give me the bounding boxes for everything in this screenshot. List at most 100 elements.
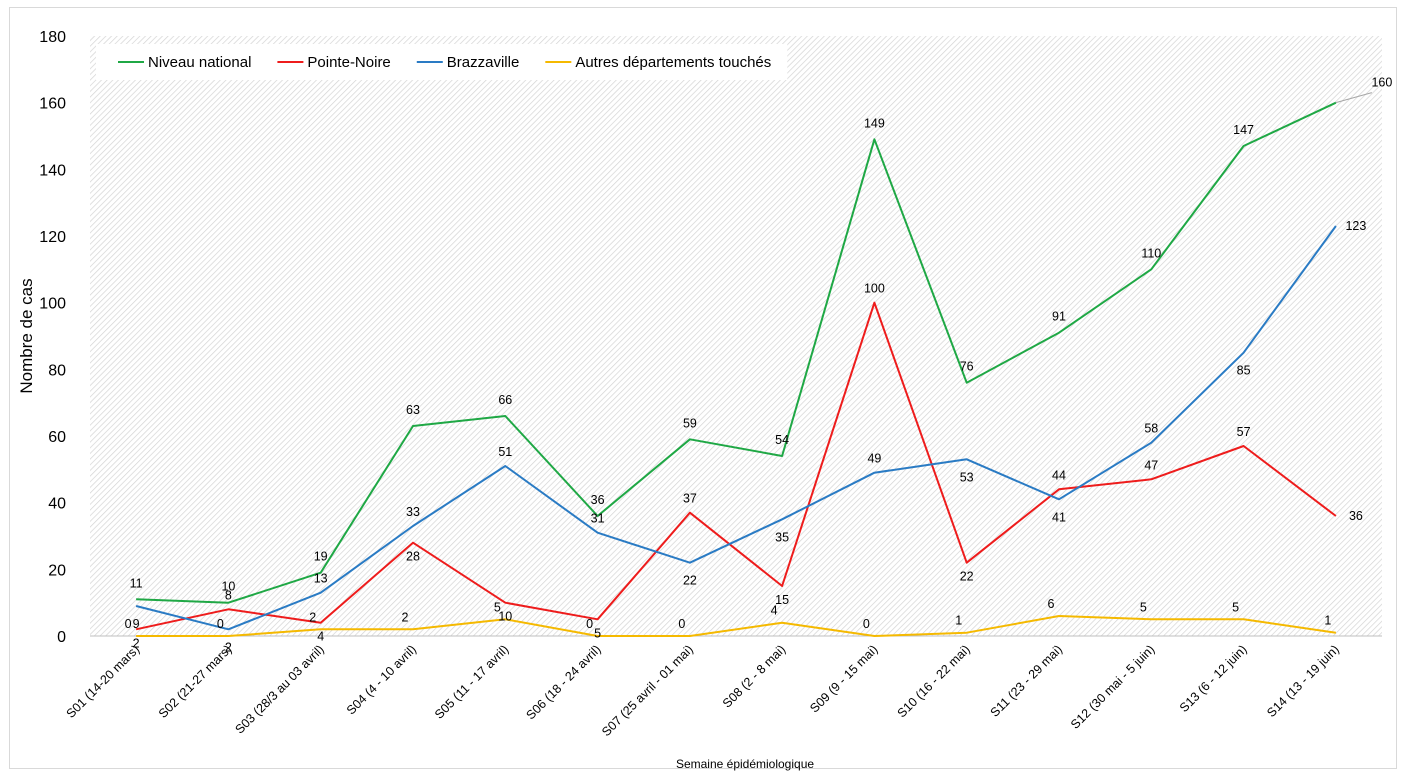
x-tick-label: S09 (9 - 15 mai) [807, 642, 880, 715]
x-tick-label: S12 (30 mai - 5 juin) [1068, 642, 1157, 731]
data-label: 2 [225, 640, 232, 654]
legend-item-2: Brazzaville [416, 54, 520, 71]
data-label: 0 [863, 617, 870, 631]
data-label: 28 [406, 550, 420, 564]
data-label: 22 [683, 574, 697, 588]
y-tick-label: 140 [39, 162, 66, 179]
data-label: 10 [498, 610, 512, 624]
x-tick-label: S14 (13 - 19 juin) [1264, 642, 1342, 720]
data-label: 6 [1048, 597, 1055, 611]
data-label: 1 [1324, 614, 1331, 628]
legend-label: Pointe-Noire [307, 54, 390, 71]
data-label: 100 [864, 282, 885, 296]
series-lines [135, 92, 1372, 637]
data-label: 47 [1144, 458, 1158, 472]
x-tick-label: S01 (14-20 mars) [64, 642, 143, 721]
x-tick-label: S11 (23 - 29 mai) [988, 642, 1066, 720]
data-label: 13 [314, 572, 328, 586]
data-label: 5 [1232, 600, 1239, 614]
series-line-3 [136, 615, 1337, 637]
data-label: 44 [1052, 468, 1066, 482]
data-label: 31 [591, 512, 605, 526]
y-axis-ticks: 0 20 40 60 80 100 120 140 160 180 [39, 29, 66, 646]
data-label: 8 [225, 588, 232, 602]
legend-label: Autres départements touchés [575, 54, 771, 71]
data-label: 58 [1144, 422, 1158, 436]
y-axis-title: Nombre de cas [17, 278, 36, 393]
data-label: 19 [314, 550, 328, 564]
data-label: 123 [1345, 219, 1366, 233]
data-label: 57 [1237, 425, 1251, 439]
data-label: 149 [864, 116, 885, 130]
data-label: 15 [775, 593, 789, 607]
legend-item-1: Pointe-Noire [277, 54, 391, 71]
data-label: 36 [591, 493, 605, 507]
x-tick-label: S03 (28/3 au 03 avril) [232, 642, 326, 736]
data-label: 91 [1052, 310, 1066, 324]
x-tick-label: S04 (4 - 10 avril) [344, 642, 419, 717]
x-tick-label: S10 (16 - 22 mai) [895, 642, 973, 720]
data-label: 1 [955, 614, 962, 628]
legend-item-3: Autres départements touchés [545, 54, 771, 71]
data-label: 160 [1371, 76, 1392, 90]
data-label: 4 [317, 630, 324, 644]
data-label: 22 [960, 570, 974, 584]
data-label: 110 [1141, 246, 1161, 260]
x-tick-label: S07 (25 avril - 01 mai) [599, 642, 696, 739]
legend-item-0: Niveau national [118, 54, 251, 71]
data-label: 85 [1237, 364, 1251, 378]
y-tick-label: 40 [48, 496, 66, 513]
data-label: 9 [133, 617, 140, 631]
data-label: 76 [960, 360, 974, 374]
data-labels: 11 10196366365954149769111014716028428105… [125, 76, 1393, 655]
data-label: 2 [402, 610, 409, 624]
x-tick-label: S08 (2 - 8 mai) [720, 642, 788, 710]
plot-area [90, 36, 1382, 636]
data-label: 5 [494, 600, 501, 614]
data-label: 5 [1140, 600, 1147, 614]
series-line-0 [136, 101, 1337, 604]
data-label: 0 [678, 617, 685, 631]
data-label: 0 [586, 617, 593, 631]
data-label: 35 [775, 530, 789, 544]
legend-label: Brazzaville [447, 54, 520, 71]
legend: Niveau national Pointe-Noire Brazzaville Au… [96, 44, 788, 80]
data-label: 0 [217, 617, 224, 631]
y-tick-label: 160 [39, 96, 66, 113]
data-label: 2 [309, 610, 316, 624]
y-tick-label: 0 [57, 629, 66, 646]
series-line-1 [135, 301, 1337, 631]
y-tick-label: 180 [39, 29, 66, 46]
data-label: 66 [498, 393, 512, 407]
data-label: 2 [133, 636, 140, 650]
data-label: 4 [771, 604, 778, 618]
x-tick-label: S05 (11 - 17 avril) [432, 642, 511, 721]
y-tick-label: 60 [48, 429, 66, 446]
x-axis-title: Semaine épidémiologique [676, 757, 814, 771]
data-label: 51 [498, 445, 512, 459]
data-label: 54 [775, 433, 789, 447]
data-label: 5 [594, 626, 601, 640]
series-line-2 [135, 225, 1337, 631]
data-label: 33 [406, 505, 420, 519]
data-label: 49 [867, 452, 881, 466]
legend-label: Niveau national [148, 54, 251, 71]
data-label: 0 [125, 617, 132, 631]
x-tick-label: S02 (21-27 mars) [156, 642, 235, 721]
y-tick-label: 100 [39, 296, 66, 313]
data-label: 63 [406, 403, 420, 417]
data-label: 147 [1233, 123, 1254, 137]
data-label: 10 [221, 580, 235, 594]
data-label: 36 [1349, 509, 1363, 523]
y-tick-label: 80 [48, 362, 66, 379]
y-tick-label: 20 [48, 562, 66, 579]
data-label: 37 [683, 492, 697, 506]
y-tick-label: 120 [39, 229, 66, 246]
data-label: 11 [130, 576, 143, 590]
data-label: 41 [1052, 510, 1066, 524]
data-label: 59 [683, 416, 697, 430]
data-label: 53 [960, 470, 974, 484]
x-tick-label: S06 (18 - 24 avril) [524, 642, 604, 722]
x-axis-ticks: S01 (14-20 mars) S02 (21-27 mars)S03 (28/… [64, 642, 1342, 739]
